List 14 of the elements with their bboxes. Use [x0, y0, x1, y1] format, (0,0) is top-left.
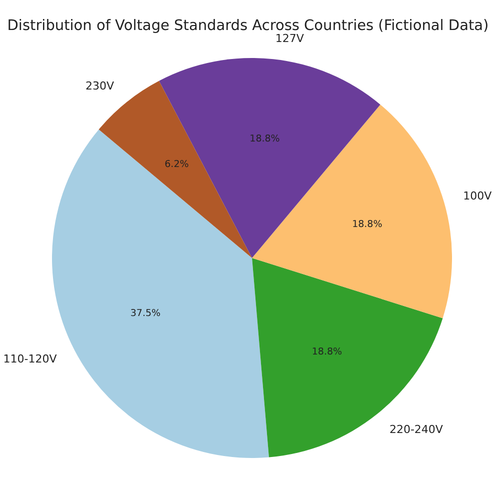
pie-slice — [252, 258, 443, 458]
data-label: 37.5% — [130, 308, 161, 319]
data-label: 18.8% — [352, 218, 382, 230]
slice-label: 127V — [275, 32, 304, 46]
slice-label: 220-240V — [389, 422, 444, 436]
slice-label: 230V — [85, 80, 114, 93]
data-label: 18.8% — [312, 346, 342, 358]
chart-title: Distribution of Voltage Standards Across Countries (Fictional Data) — [7, 18, 489, 34]
slice-label: 110-120V — [3, 352, 58, 366]
data-label: 18.8% — [250, 133, 280, 144]
pie-slice — [252, 104, 452, 318]
pie-slice — [159, 58, 380, 258]
data-label: 6.2% — [164, 159, 189, 170]
slice-label: 100V — [463, 189, 492, 202]
